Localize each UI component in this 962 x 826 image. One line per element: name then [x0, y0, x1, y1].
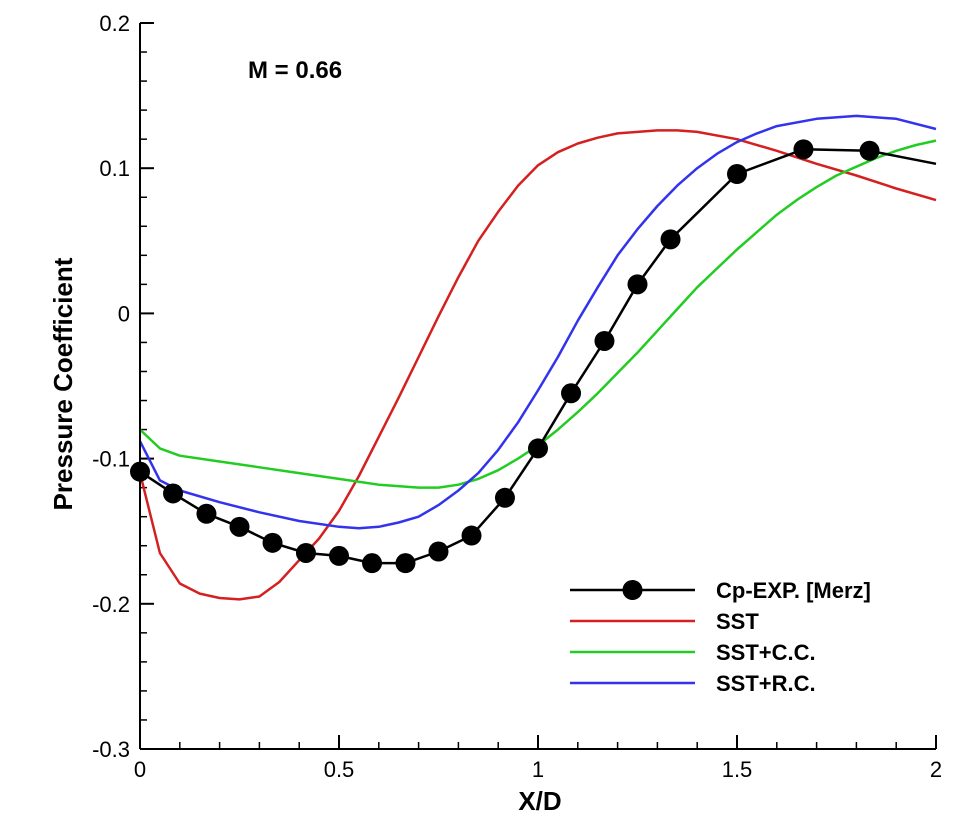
legend-label: Cp-EXP. [Merz] [716, 578, 871, 603]
legend-entry-cp-exp-merz: Cp-EXP. [Merz] [570, 578, 871, 603]
data-point [627, 274, 648, 295]
y-tick-label: 0 [118, 301, 130, 326]
y-tick-label: 0.1 [99, 156, 130, 181]
series-line-sst-r-c [138, 114, 937, 530]
x-tick-label: 2 [930, 757, 942, 782]
data-point [494, 487, 515, 508]
x-axis-title: X/D [518, 786, 561, 816]
y-tick-label: -0.3 [92, 737, 130, 762]
y-tick-label: 0.2 [99, 11, 130, 36]
y-tick-label: -0.1 [92, 447, 130, 472]
x-tick-label: 1 [532, 757, 544, 782]
legend-entry-sst-r-c: SST+R.C. [570, 671, 816, 696]
data-point [196, 503, 217, 524]
x-tick-label: 0 [134, 757, 146, 782]
data-point [528, 438, 548, 459]
series-layer [130, 114, 937, 601]
data-point [561, 383, 582, 404]
tick-labels: -0.3 -0.2 -0.1 0 0.1 0.2 0 0.5 1 1.5 2 [92, 11, 942, 782]
legend-label: SST+R.C. [716, 671, 816, 696]
series-line-sst [138, 129, 937, 601]
data-point [329, 545, 349, 566]
data-point [594, 330, 615, 351]
legend: Cp-EXP. [Merz] SST SST+C.C. SST+R.C. [570, 578, 871, 696]
data-point [428, 541, 449, 562]
data-point [395, 553, 416, 574]
data-point [262, 532, 283, 553]
data-point [229, 516, 250, 537]
series-sst-r-c [138, 114, 937, 530]
data-point [727, 164, 747, 185]
data-point [163, 483, 184, 504]
x-tick-label: 1.5 [722, 757, 753, 782]
data-point [793, 139, 814, 160]
series-cp-exp-merz [130, 139, 937, 574]
data-point [859, 140, 880, 161]
legend-label: SST [716, 609, 759, 634]
legend-entry-sst-c-c: SST+C.C. [570, 640, 816, 665]
data-point [362, 553, 383, 574]
y-axis-title: Pressure Coefficient [48, 257, 78, 510]
data-point [461, 525, 482, 546]
legend-label: SST+C.C. [716, 640, 816, 665]
legend-entry-sst: SST [570, 609, 759, 634]
series-sst [138, 129, 937, 601]
data-point [295, 542, 316, 563]
mach-annotation: M = 0.66 [248, 57, 342, 84]
y-tick-label: -0.2 [92, 592, 130, 617]
data-point [660, 229, 681, 250]
series-sst-c-c [139, 139, 937, 489]
x-tick-label: 0.5 [324, 757, 355, 782]
series-line-sst-c-c [139, 139, 937, 489]
legend-marker [622, 580, 643, 600]
